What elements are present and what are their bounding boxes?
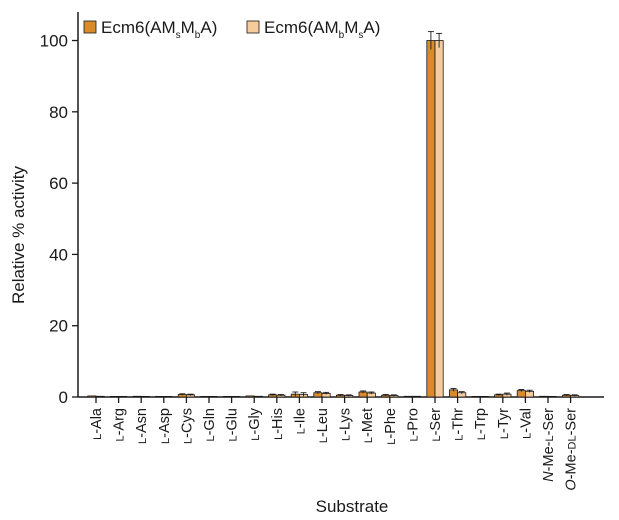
bar-2-21 (547, 395, 557, 398)
legend-swatch-series-2 (246, 20, 260, 34)
x-tick-label: L-Lys (338, 408, 354, 441)
bar-1-2 (110, 395, 120, 398)
error-bar-2-17 (458, 391, 465, 394)
y-tick-label: 20 (49, 317, 68, 336)
bar-2-7 (231, 395, 241, 398)
error-bar-1-19 (495, 393, 502, 396)
bar-1-8 (245, 395, 255, 398)
x-axis-title: Substrate (316, 497, 389, 516)
x-tick-label: N-Me-L-Ser (541, 408, 557, 482)
error-bar-1-14 (382, 394, 389, 396)
y-axis-title: Relative % activity (9, 166, 28, 304)
y-tick-label: 60 (49, 174, 68, 193)
error-bar-2-9 (277, 394, 284, 396)
legend-label-series-1: Ecm6(AMsMbA) (101, 18, 217, 41)
bar-1-21 (539, 395, 549, 398)
error-bar-1-5 (179, 393, 186, 396)
error-bar-1-10 (292, 391, 299, 397)
bar-2-15 (411, 395, 421, 398)
x-tick-label: L-Glu (225, 408, 241, 442)
error-bar-2-12 (345, 394, 352, 397)
x-tick-label: L-Ile (292, 408, 308, 434)
bar-2-2 (118, 395, 128, 398)
error-bar-1-11 (314, 391, 321, 394)
x-tick-label: L-Tyr (496, 408, 512, 439)
x-tick-label: L-Ala (89, 407, 105, 440)
y-tick-label: 80 (49, 103, 68, 122)
bar-1-3 (132, 395, 142, 398)
x-tick-label: L-His (270, 408, 286, 440)
error-bar-2-20 (526, 389, 533, 393)
error-bar-2-14 (390, 394, 397, 397)
x-tick-label: L-Leu (315, 408, 331, 443)
y-ticks: 0 20 40 60 80 100 (40, 32, 78, 407)
x-tick-label: L-Arg (112, 408, 128, 442)
error-bar-1-22 (563, 394, 570, 396)
legend-label-series-2: Ecm6(AMbMsA) (264, 18, 380, 41)
x-ticks: L-Ala L-Arg L-Asn L-Asp L-Cys L-Gln L-Glu L-Gly… (89, 397, 580, 491)
x-tick-label: L-Pro (405, 408, 421, 442)
error-bars (179, 31, 578, 397)
error-bar-1-20 (518, 389, 525, 392)
error-bar-2-19 (503, 392, 510, 396)
bar-2-3 (140, 395, 150, 398)
x-tick-label: L-Ser (428, 408, 444, 442)
bar-1-1 (87, 395, 97, 398)
bar-1-4 (155, 395, 165, 398)
error-bar-2-10 (300, 392, 307, 397)
x-tick-label: L-Val (518, 408, 534, 439)
legend-swatch-series-1 (83, 20, 97, 34)
error-bar-1-17 (450, 387, 457, 392)
bar-1-15 (403, 395, 413, 398)
error-bar-2-16 (436, 32, 443, 48)
bar-1-18 (471, 395, 481, 398)
y-tick-label: 0 (59, 388, 68, 407)
bar-2-16 (434, 40, 444, 398)
legend: Ecm6(AMsMbA) Ecm6(AMbMsA) (83, 18, 380, 41)
error-bar-1-13 (360, 390, 367, 394)
x-tick-label: L-Thr (451, 408, 467, 441)
error-bar-2-11 (323, 391, 330, 395)
error-bar-1-12 (337, 394, 344, 396)
x-tick-label: L-Asn (134, 408, 150, 444)
error-bar-2-13 (368, 391, 375, 395)
y-tick-label: 40 (49, 245, 68, 264)
bar-2-8 (253, 395, 263, 398)
axes (77, 12, 604, 398)
bar-2-4 (163, 395, 173, 398)
bar-2-18 (479, 395, 489, 398)
bar-1-16 (426, 40, 436, 398)
x-tick-label: L-Phe (383, 408, 399, 445)
bar-2-1 (95, 395, 105, 398)
bars (87, 40, 580, 398)
x-tick-label: L-Asp (157, 408, 173, 444)
x-tick-label: L-Gln (202, 408, 218, 442)
error-bar-2-5 (187, 393, 194, 396)
error-bar-2-22 (571, 394, 578, 397)
error-bar-1-9 (269, 393, 276, 396)
x-tick-label: L-Trp (473, 408, 489, 440)
x-tick-label: L-Cys (179, 408, 195, 444)
x-tick-label: O-Me-DL-Ser (564, 408, 580, 491)
bar-1-7 (222, 395, 232, 398)
error-bar-1-16 (427, 31, 434, 50)
x-tick-label: L-Met (360, 408, 376, 443)
bar-1-6 (200, 395, 210, 398)
y-tick-label: 100 (40, 32, 68, 51)
x-tick-label: L-Gly (247, 407, 263, 440)
bar-2-6 (208, 395, 218, 398)
